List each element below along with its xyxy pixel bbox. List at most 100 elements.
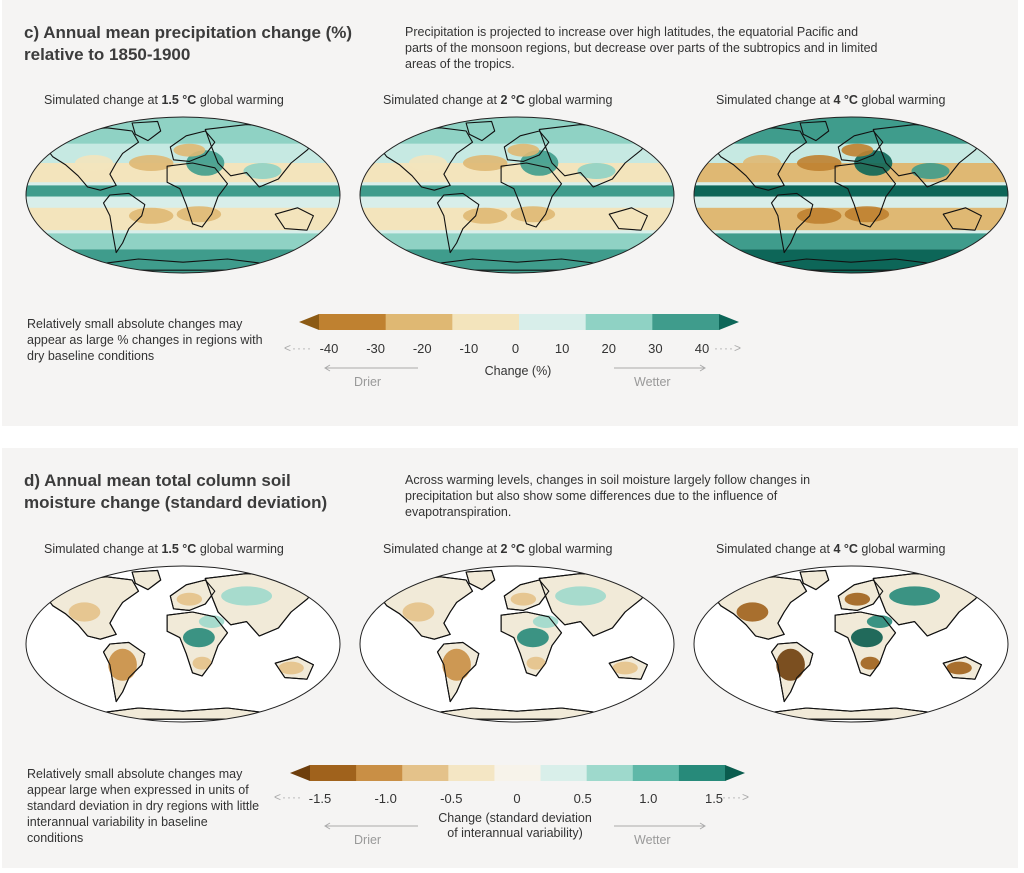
coastline-australia	[942, 656, 982, 680]
coastline-europe	[503, 130, 550, 162]
central-asia-wetting	[889, 586, 941, 606]
coastline-australia	[608, 207, 648, 231]
mediterranean-dry	[507, 143, 540, 157]
amazon-drying	[108, 648, 137, 681]
north-america-drying	[68, 602, 101, 622]
panel-d-description: Across warming levels, changes in soil m…	[405, 473, 811, 519]
coastline-australia	[942, 207, 982, 231]
colorbar-min-triangle	[290, 765, 310, 781]
drier-label: Drier	[354, 375, 382, 389]
north-america-dry	[742, 155, 782, 171]
colorbar-segment	[586, 765, 634, 781]
panel-precipitation: c) Annual mean precipitation change (%) …	[2, 0, 1018, 426]
panel-d-note: Relatively small absolute changes may ap…	[27, 767, 260, 845]
precip-tick-label: 10	[554, 341, 570, 356]
colorbar-segment	[402, 765, 449, 781]
subtropics-north-dry	[26, 163, 340, 183]
mediterranean-drying	[844, 592, 871, 606]
soil-colorbar	[290, 765, 745, 781]
precip-tick-label: 20	[601, 341, 616, 356]
monsoon-asia-wet	[243, 163, 282, 179]
panel-c-title: c) Annual mean precipitation change (%) …	[24, 23, 353, 64]
sahara-wet	[186, 150, 225, 176]
south-atlantic-dry	[796, 207, 842, 224]
coastline-north-america	[42, 576, 140, 640]
equatorial-band-wet	[360, 185, 674, 197]
soil-tick-label: -0.5	[440, 791, 463, 806]
coastline-africa	[166, 611, 229, 677]
precip-tick-label: -10	[459, 341, 479, 356]
south-atlantic-dry	[462, 207, 508, 224]
world-map	[359, 565, 675, 723]
colorbar-min-triangle	[299, 314, 319, 330]
east-africa-wetting	[532, 615, 559, 628]
atlantic-dry	[796, 155, 842, 171]
coastline-australia	[608, 656, 648, 680]
coastline-europe	[503, 579, 550, 611]
world-map	[25, 116, 341, 274]
world-map	[693, 116, 1009, 274]
map-label-4: Simulated change at 4 °C global warming	[716, 542, 946, 556]
atlantic-dry	[128, 155, 174, 171]
soil-map-1-5	[24, 564, 342, 724]
colorbar-segment	[385, 314, 453, 330]
southern-africa-drying	[192, 656, 212, 670]
south-africa-dry	[510, 206, 556, 223]
panel-c-note: Relatively small absolute changes may ap…	[27, 317, 263, 363]
southern-africa-drying	[526, 656, 546, 670]
subtropics-north-dry	[694, 163, 1008, 183]
coastline-europe	[169, 130, 216, 162]
coastline-europe	[837, 579, 884, 611]
coastline-greenland	[799, 120, 830, 142]
map-frame	[359, 565, 675, 723]
map-label-2: Simulated change at 2 °C global warming	[383, 93, 613, 107]
coastline-africa	[834, 162, 897, 228]
colorbar-segment	[452, 314, 520, 330]
equatorial-band-wet	[26, 185, 340, 197]
sahara-wet	[520, 150, 559, 176]
panel-soil-moisture: d) Annual mean total column soil moistur…	[2, 448, 1018, 868]
precip-map-2	[358, 115, 676, 275]
north-america-dry	[74, 155, 114, 171]
map-label-4: Simulated change at 4 °C global warming	[716, 93, 946, 107]
wetter-arrow	[614, 822, 706, 830]
south-africa-dry	[176, 206, 222, 223]
australia-change	[946, 661, 972, 675]
coastline-south-america	[102, 641, 146, 703]
soil-tick-label: -1.0	[374, 791, 397, 806]
coastline-europe	[169, 579, 216, 611]
tropics-south	[360, 196, 674, 208]
soil-map-2	[358, 564, 676, 724]
map-label-1-5: Simulated change at 1.5 °C global warmin…	[44, 93, 284, 107]
australia-change	[612, 661, 638, 675]
coastline-north-america	[710, 576, 808, 640]
mediterranean-drying	[176, 592, 203, 606]
map-label-2: Simulated change at 2 °C global warming	[383, 542, 613, 556]
coastline-north-america	[376, 576, 474, 640]
coastline-africa	[500, 162, 563, 228]
coastline-north-america	[710, 127, 808, 191]
monsoon-asia-wet	[577, 163, 616, 179]
equatorial-band-wet	[694, 185, 1008, 197]
north-america-dry	[408, 155, 448, 171]
precip-tick-label: -20	[412, 341, 432, 356]
subtropics-north-dry	[360, 163, 674, 183]
mediterranean-dry	[841, 143, 874, 157]
sahara-wet	[854, 150, 893, 176]
colorbar-segment	[319, 314, 387, 330]
drier-arrow	[324, 364, 418, 372]
coastline-africa	[500, 611, 563, 677]
precip-colorbar	[299, 314, 739, 330]
central-africa-wetting	[851, 628, 883, 648]
colorbar-segment	[652, 314, 720, 330]
precip-map-4	[692, 115, 1010, 275]
world-map	[693, 565, 1009, 723]
central-asia-wetting	[221, 586, 273, 606]
south-africa-dry	[844, 206, 890, 223]
coastline-north-america	[376, 127, 474, 191]
coastline-north-america	[42, 127, 140, 191]
drier-arrow	[324, 822, 418, 830]
soil-map-4	[692, 564, 1010, 724]
coastline-south-america	[102, 192, 146, 254]
wetter-label: Wetter	[634, 375, 671, 389]
